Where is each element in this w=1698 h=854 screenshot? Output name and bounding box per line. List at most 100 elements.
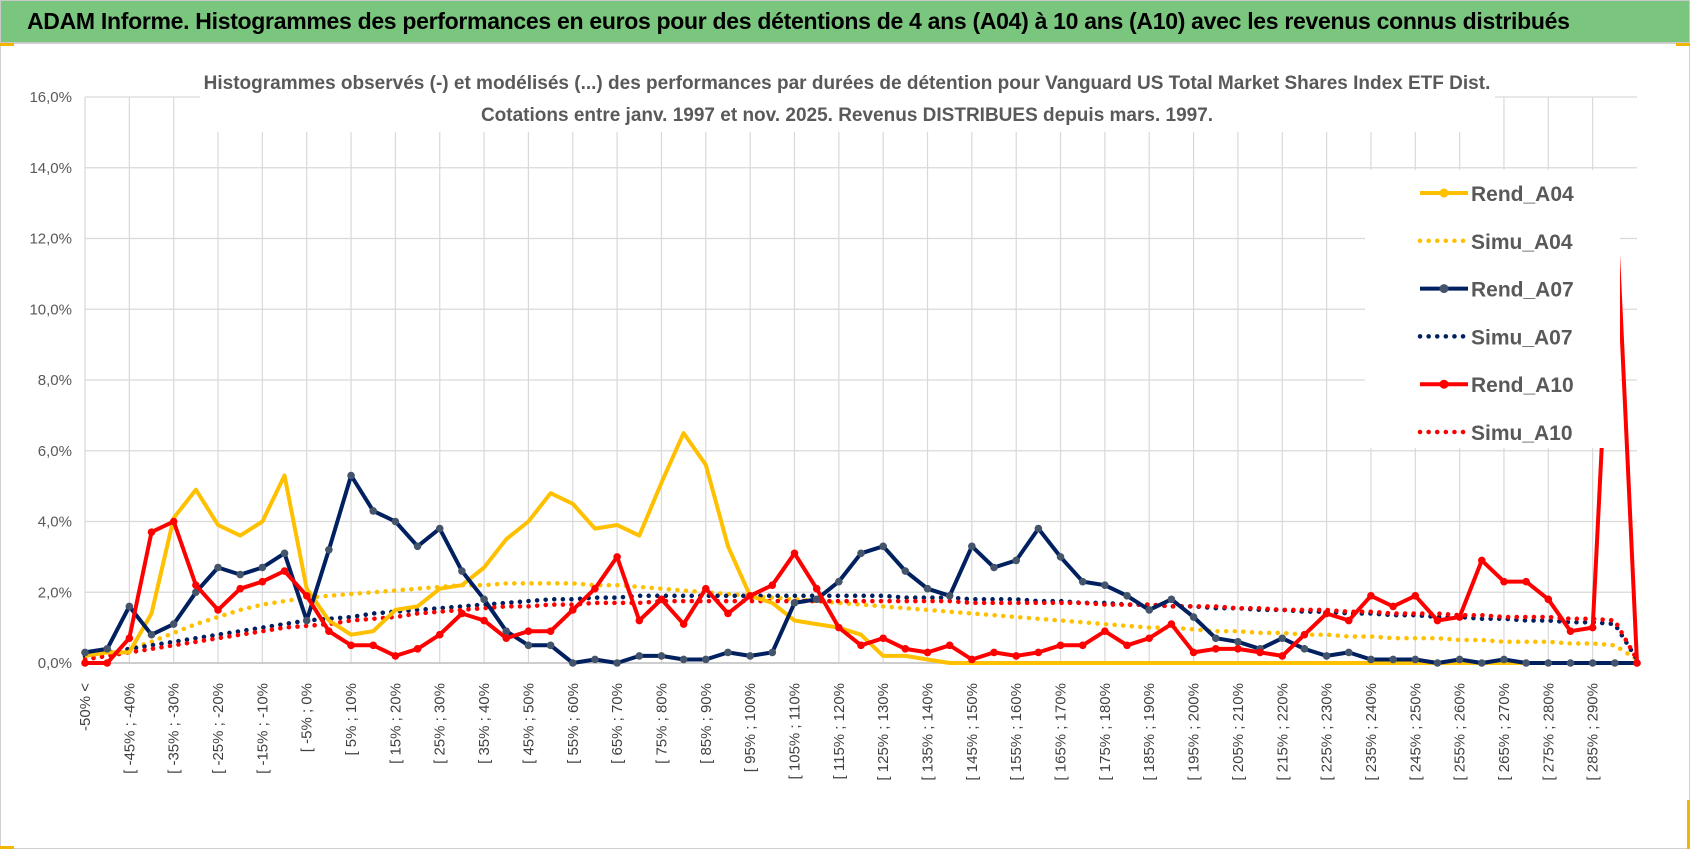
series [81,181,1641,667]
data-point [835,623,843,632]
data-point [1588,659,1597,667]
data-point [1300,630,1309,639]
data-point [945,641,954,650]
series-simu-a04 [82,581,1640,662]
data-point [147,630,156,639]
data-point [1367,655,1375,664]
data-point [1544,659,1553,667]
data-point [125,602,134,611]
data-point [391,652,400,660]
data-point [657,595,666,604]
legend-item-rend-a10[interactable]: Rend_A10 [1420,374,1574,397]
data-point [258,563,267,572]
legend[interactable]: Rend_A04 Simu_A04 Rend_A07 Simu_A07 Rend_A10… [1365,170,1620,448]
data-point [325,627,333,635]
y-tick-label: 12,0% [29,231,72,248]
data-point [879,542,887,551]
x-tick-label: [ 125% ; 130% [875,683,892,781]
y-tick-label: 8,0% [38,372,72,389]
x-tick-label: [ 65% ; 70% [609,683,626,764]
data-point [724,609,732,618]
x-tick-label: [ 95% ; 100% [742,683,759,772]
legend-item-simu-a07[interactable]: Simu_A07 [1417,326,1573,349]
data-point [169,620,178,628]
x-tick-label: [ 145% ; 150% [964,683,981,781]
data-point [1234,645,1242,653]
legend-item-rend-a04[interactable]: Rend_A04 [1420,183,1574,206]
data-point [1588,623,1597,632]
data-point [1300,645,1309,653]
data-point [1012,556,1020,565]
data-point [1145,606,1154,614]
data-point [435,630,444,639]
series-line [82,598,1640,662]
data-point [702,584,710,593]
data-point [502,627,511,635]
corner-mark-top-right [1676,43,1690,46]
data-point [1211,645,1220,653]
data-point [1189,648,1198,657]
series-rend-a04 [84,431,1637,665]
data-point [835,577,843,586]
x-tick-label: [ 5% ; 10% [343,683,360,756]
data-point [435,524,444,533]
x-tick-label: [ 25% ; 30% [432,683,449,764]
data-point [1522,577,1530,586]
legend-label: Simu_A04 [1471,231,1573,254]
data-point [768,648,777,657]
data-point [1633,659,1641,667]
corner-mark-bottom-left [0,846,14,849]
data-point [458,609,466,618]
data-point [1433,616,1442,625]
data-point [768,581,777,589]
data-point [524,641,533,650]
data-point [1056,641,1065,650]
x-tick-label: [ 205% ; 210% [1230,683,1247,781]
data-point [1500,655,1508,664]
legend-marker [1439,379,1449,389]
legend-item-simu-a04[interactable]: Simu_A04 [1417,231,1573,254]
x-tick-label: [ -35% ; -30% [166,683,183,774]
x-tick-label: [ 195% ; 200% [1186,683,1203,781]
data-point [746,591,754,600]
data-point [302,591,311,600]
data-point [1145,634,1154,643]
data-point [1455,613,1464,621]
x-tick-label: [ 255% ; 260% [1452,683,1469,781]
data-point [790,599,799,607]
data-point [192,588,200,597]
y-tick-label: 16,0% [29,89,72,106]
data-point [1278,652,1287,660]
data-point [502,634,511,643]
x-axis: -50% < [ -45% ; -40% [ -35% ; -30% [ -25% ;… [77,683,1602,781]
data-point [147,528,156,536]
legend-label: Rend_A10 [1471,374,1574,397]
data-point [812,584,821,593]
legend-label: Simu_A07 [1471,326,1573,349]
x-tick-label: [ 85% ; 90% [698,683,715,764]
data-point [1478,659,1486,667]
data-point [1433,659,1442,667]
data-point [1611,659,1619,667]
data-point [568,606,577,614]
chart-frame [0,43,1690,849]
data-point [968,655,976,664]
data-point [746,652,754,660]
y-tick-label: 4,0% [38,514,72,531]
data-point [236,584,244,593]
legend-item-rend-a07[interactable]: Rend_A07 [1420,279,1574,302]
y-tick-label: 2,0% [38,584,72,601]
report-header: ADAM Informe. Histogrammes des performan… [0,0,1690,43]
data-point [968,542,976,551]
data-point [1056,553,1065,561]
legend-item-simu-a10[interactable]: Simu_A10 [1417,422,1573,445]
data-point [480,616,488,625]
data-point [1278,634,1287,643]
data-point [1455,655,1464,664]
data-point [613,659,621,667]
data-point [1101,627,1109,635]
data-point [347,471,355,480]
data-point [125,634,134,643]
legend-label: Simu_A10 [1471,422,1573,445]
